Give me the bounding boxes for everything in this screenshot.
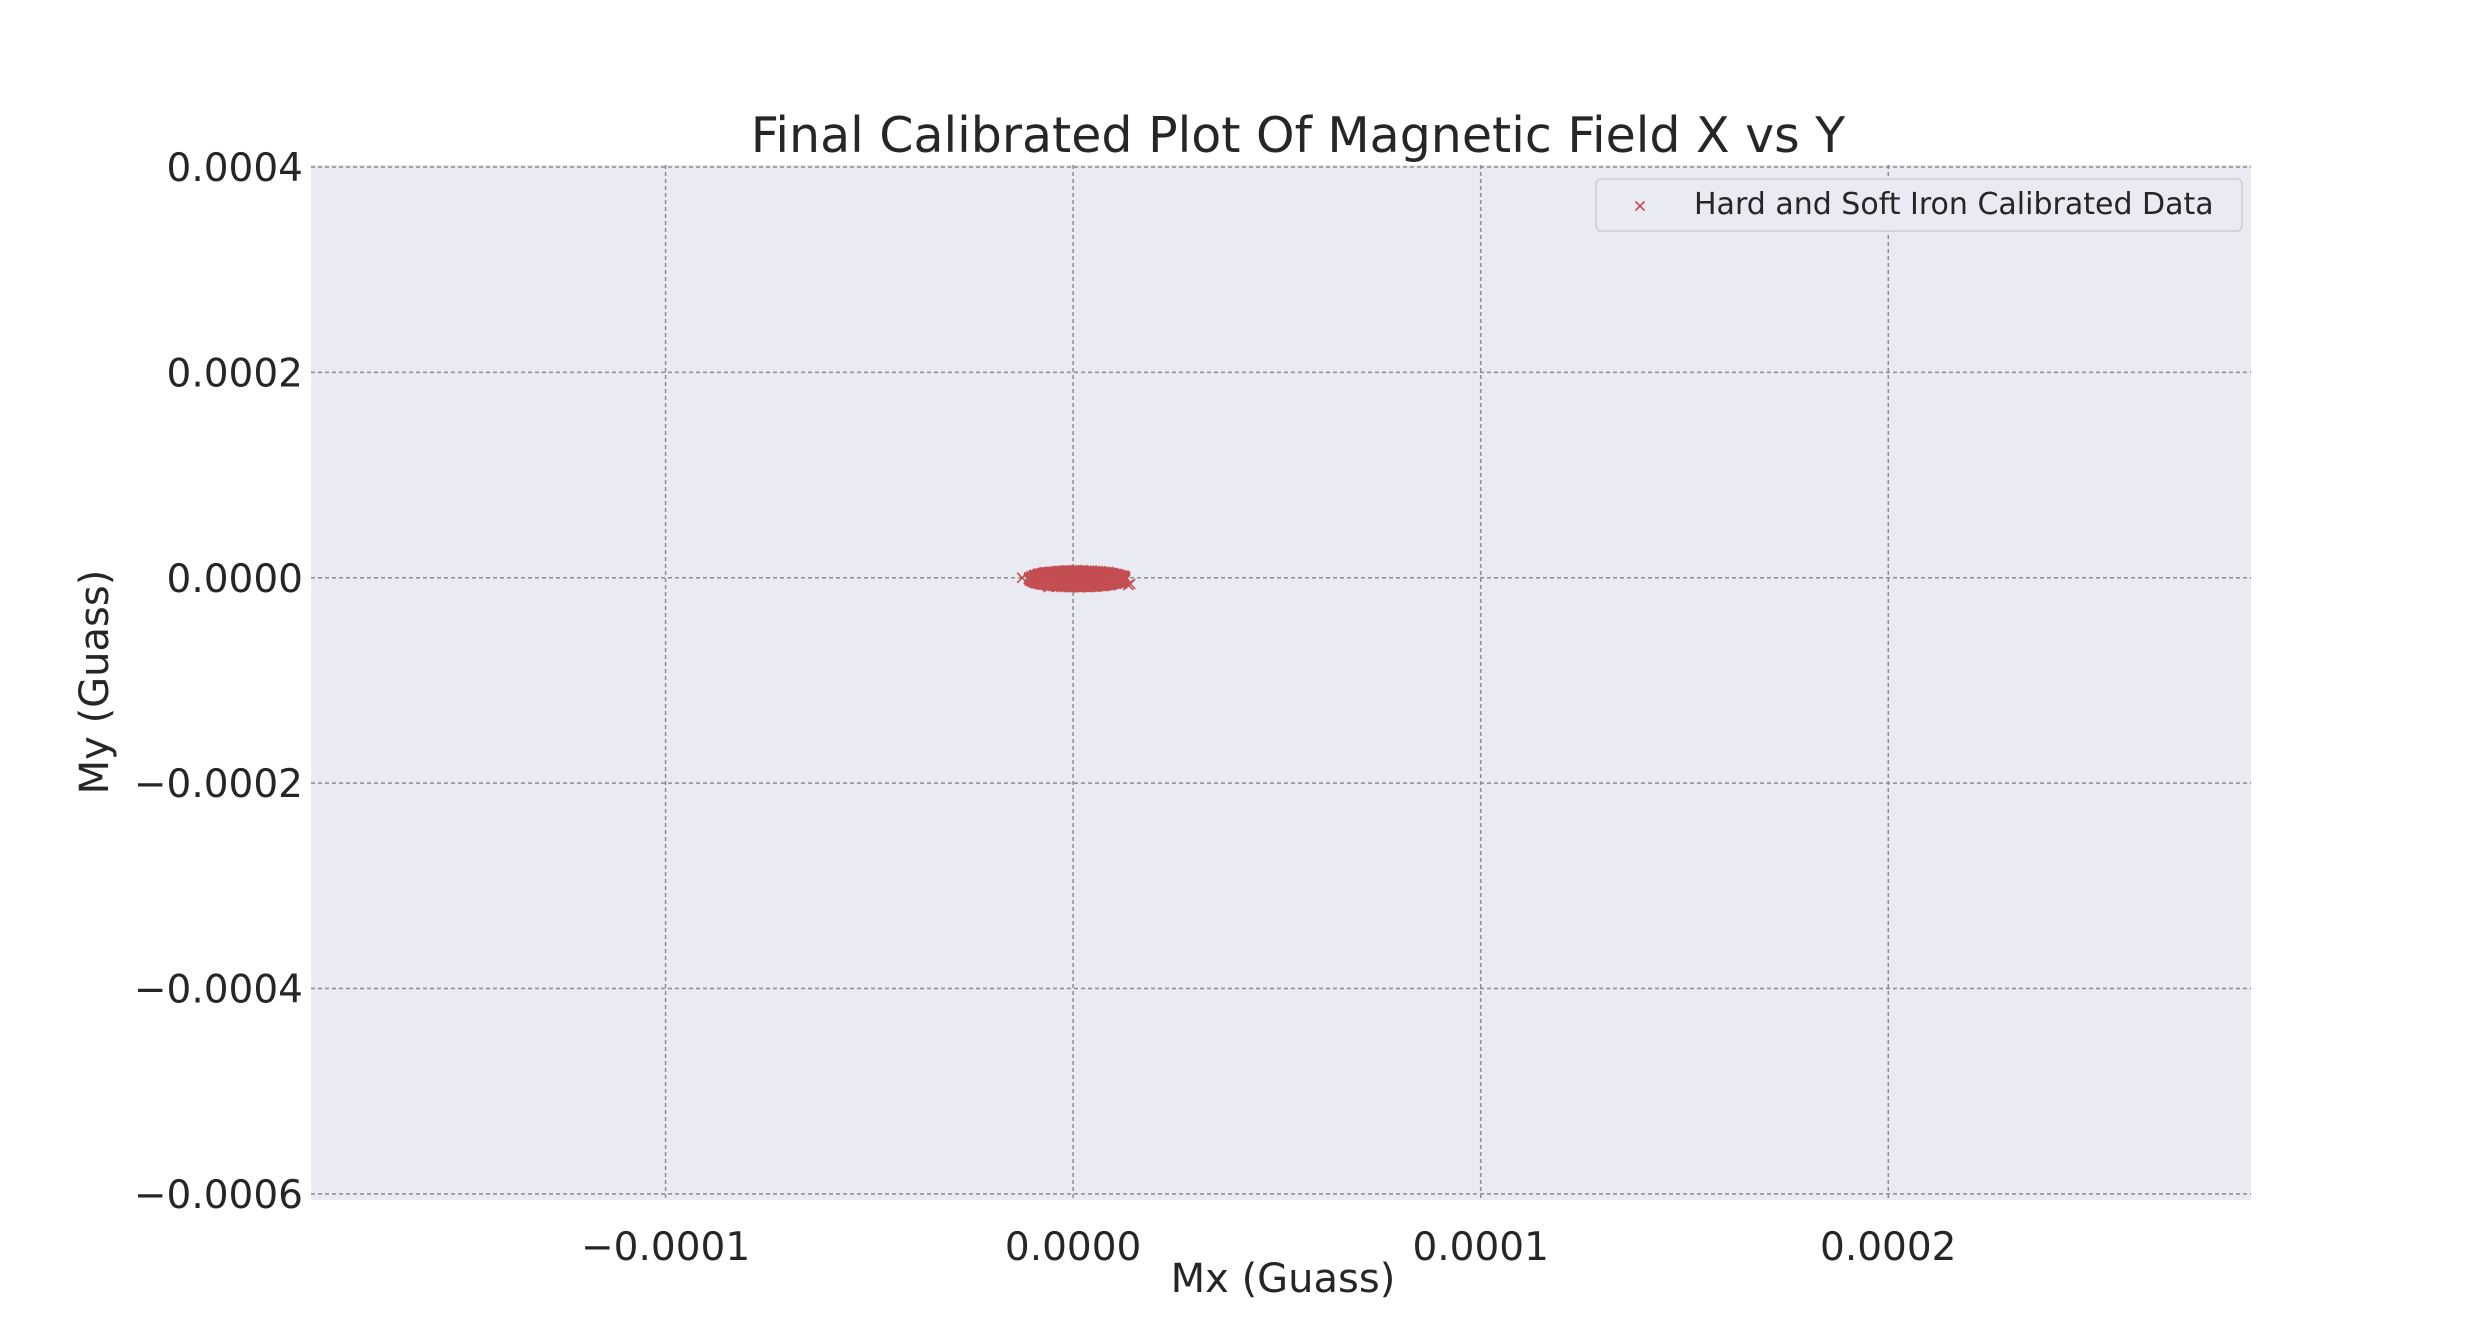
legend: Hard and Soft Iron Calibrated Data [1595,178,2243,232]
data-point [1124,578,1136,590]
y-tick-label: −0.0006 [134,1173,303,1218]
data-point [1043,581,1055,593]
plot-background [311,165,2251,1200]
y-tick-labels: 0.0004 0.0002 0.0000 −0.0002 −0.0004 −0.0006 [134,146,303,1218]
data-point [1118,570,1130,582]
y-tick-label: 0.0004 [167,146,303,191]
data-point [1104,573,1116,585]
legend-box [1595,178,2243,232]
data-points [1016,564,1136,593]
data-point [1101,573,1113,585]
y-axis-label: My (Guass) [72,570,118,795]
data-point [1099,573,1111,585]
grid [311,165,2251,1200]
y-tick-label: −0.0002 [134,762,303,807]
y-tick-label: 0.0002 [167,351,303,396]
chart-title: Final Calibrated Plot Of Magnetic Field … [751,107,1846,164]
data-point [1016,572,1028,584]
y-tick-label: −0.0004 [134,967,303,1012]
x-axis-label: Mx (Guass) [1171,1256,1396,1302]
x-tick-labels: −0.0001 0.0000 0.0001 0.0002 [581,1225,1956,1270]
x-tick-label: 0.0001 [1412,1225,1548,1270]
legend-marker-x [1634,200,1646,212]
legend-marker-x [1634,200,1646,212]
y-tick-label: 0.0000 [167,557,303,602]
legend-label: Hard and Soft Iron Calibrated Data [1694,187,2214,222]
x-tick-label: −0.0001 [581,1225,750,1270]
data-point [1112,573,1124,585]
x-tick-label: 0.0000 [1005,1225,1141,1270]
x-tick-label: 0.0002 [1820,1225,1956,1270]
